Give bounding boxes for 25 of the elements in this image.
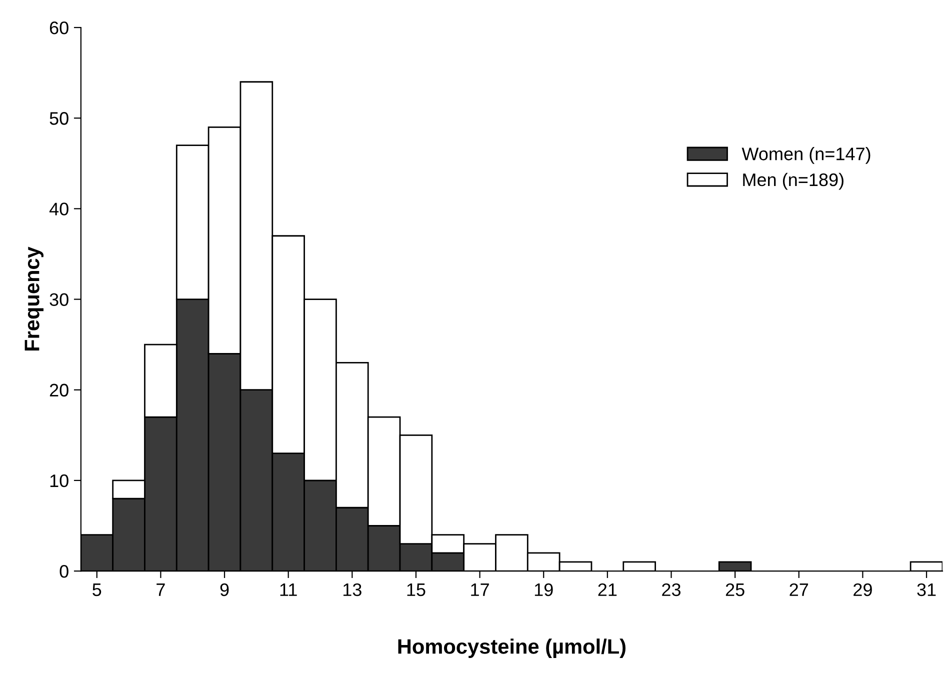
x-tick-label: 5 bbox=[92, 584, 102, 596]
y-tick-label: 30 bbox=[50, 293, 68, 306]
x-tick-label: 23 bbox=[662, 583, 680, 596]
y-tick-label: 10 bbox=[50, 474, 68, 488]
y-axis-title: Frequency bbox=[24, 246, 44, 351]
x-tick-label: 19 bbox=[534, 583, 553, 596]
x-tick-label: 21 bbox=[598, 583, 617, 596]
x-tick-label: 7 bbox=[156, 584, 165, 596]
x-tick-label: 27 bbox=[790, 583, 808, 596]
x-tick-label: 17 bbox=[471, 584, 489, 596]
legend-label: Women (n=147) bbox=[742, 147, 870, 164]
y-tick-label: 40 bbox=[49, 202, 68, 216]
y-tick-label: 20 bbox=[50, 384, 68, 397]
x-tick-label: 29 bbox=[854, 583, 872, 596]
y-tick-label: 60 bbox=[50, 21, 68, 34]
x-tick-label: 9 bbox=[220, 583, 229, 596]
x-axis-title: Homocysteine (µmol/L) bbox=[398, 638, 626, 658]
x-tick-label: 25 bbox=[726, 583, 744, 596]
y-tick-label: 50 bbox=[50, 112, 68, 125]
x-tick-label: 31 bbox=[917, 583, 936, 596]
x-tick-label: 11 bbox=[280, 584, 297, 596]
x-tick-label: 13 bbox=[343, 583, 362, 596]
legend-label: Men (n=189) bbox=[743, 172, 844, 190]
y-tick-label: 0 bbox=[60, 564, 68, 578]
x-tick-label: 15 bbox=[407, 584, 426, 596]
